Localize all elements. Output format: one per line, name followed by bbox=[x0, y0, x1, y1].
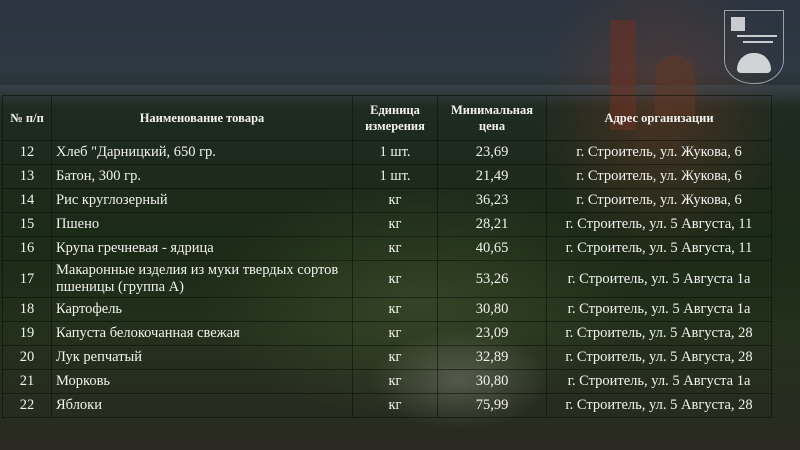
cell-unit: кг bbox=[352, 236, 438, 261]
table-row: 17 Макаронные изделия из муки твердых сор… bbox=[2, 260, 772, 298]
cell-price: 28,21 bbox=[437, 212, 547, 237]
table-row: 16 Крупа гречневая - ядрица кг 40,65 г. Стро… bbox=[2, 236, 772, 261]
cell-name: Рис круглозерный bbox=[51, 188, 353, 213]
cell-num: 22 bbox=[2, 393, 52, 418]
cell-num: 12 bbox=[2, 140, 52, 165]
cell-address: г. Строитель, ул. 5 Августа 1а bbox=[546, 297, 772, 322]
cell-address: г. Строитель, ул. Жукова, 6 bbox=[546, 140, 772, 165]
cell-name: Лук репчатый bbox=[51, 345, 353, 370]
cell-num: 15 bbox=[2, 212, 52, 237]
cell-name: Капуста белокочанная свежая bbox=[51, 321, 353, 346]
cell-unit: кг bbox=[352, 297, 438, 322]
price-table: № п/п Наименование товара Единица измере… bbox=[2, 95, 772, 418]
cell-unit: кг bbox=[352, 393, 438, 418]
cell-address: г. Строитель, ул. 5 Августа, 11 bbox=[546, 212, 772, 237]
cell-price: 32,89 bbox=[437, 345, 547, 370]
cell-unit: кг bbox=[352, 212, 438, 237]
cell-price: 23,09 bbox=[437, 321, 547, 346]
cell-num: 20 bbox=[2, 345, 52, 370]
cell-num: 14 bbox=[2, 188, 52, 213]
cell-price: 21,49 bbox=[437, 164, 547, 189]
header-name: Наименование товара bbox=[51, 95, 353, 141]
table-row: 12 Хлеб "Дарницкий, 650 гр. 1 шт. 23,69 г. С… bbox=[2, 140, 772, 165]
cell-price: 40,65 bbox=[437, 236, 547, 261]
cell-unit: 1 шт. bbox=[352, 164, 438, 189]
table-row: 20 Лук репчатый кг 32,89 г. Строитель, ул. 5… bbox=[2, 345, 772, 370]
cell-num: 19 bbox=[2, 321, 52, 346]
cell-name: Макаронные изделия из муки твердых сорто… bbox=[51, 260, 353, 298]
logo-sword-icon bbox=[743, 41, 773, 43]
cell-address: г. Строитель, ул. 5 Августа, 28 bbox=[546, 345, 772, 370]
cell-name: Морковь bbox=[51, 369, 353, 394]
cell-price: 75,99 bbox=[437, 393, 547, 418]
cell-address: г. Строитель, ул. 5 Августа, 28 bbox=[546, 393, 772, 418]
cell-unit: 1 шт. bbox=[352, 140, 438, 165]
cell-name: Крупа гречневая - ядрица bbox=[51, 236, 353, 261]
table-row: 15 Пшено кг 28,21 г. Строитель, ул. 5 Август… bbox=[2, 212, 772, 237]
header-unit: Единица измерения bbox=[352, 95, 438, 141]
cell-address: г. Строитель, ул. 5 Августа, 28 bbox=[546, 321, 772, 346]
cell-address: г. Строитель, ул. 5 Августа 1а bbox=[546, 369, 772, 394]
logo-sword-icon bbox=[737, 35, 777, 37]
cell-unit: кг bbox=[352, 321, 438, 346]
cell-num: 21 bbox=[2, 369, 52, 394]
cell-price: 30,80 bbox=[437, 369, 547, 394]
cell-num: 17 bbox=[2, 260, 52, 298]
cell-unit: кг bbox=[352, 188, 438, 213]
header-price: Минимальная цена bbox=[437, 95, 547, 141]
table-row: 13 Батон, 300 гр. 1 шт. 21,49 г. Строитель, … bbox=[2, 164, 772, 189]
cell-name: Батон, 300 гр. bbox=[51, 164, 353, 189]
cell-price: 36,23 bbox=[437, 188, 547, 213]
cell-unit: кг bbox=[352, 260, 438, 298]
cell-price: 53,26 bbox=[437, 260, 547, 298]
cell-num: 16 bbox=[2, 236, 52, 261]
cell-price: 23,69 bbox=[437, 140, 547, 165]
cell-name: Хлеб "Дарницкий, 650 гр. bbox=[51, 140, 353, 165]
logo-mound-icon bbox=[737, 53, 771, 73]
table-row: 21 Морковь кг 30,80 г. Строитель, ул. 5 Авгу… bbox=[2, 369, 772, 394]
cell-num: 18 bbox=[2, 297, 52, 322]
table-row: 22 Яблоки кг 75,99 г. Строитель, ул. 5 Авгус… bbox=[2, 393, 772, 418]
cell-address: г. Строитель, ул. 5 Августа 1а bbox=[546, 260, 772, 298]
cell-price: 30,80 bbox=[437, 297, 547, 322]
cell-name: Пшено bbox=[51, 212, 353, 237]
cell-address: г. Строитель, ул. Жукова, 6 bbox=[546, 164, 772, 189]
cell-unit: кг bbox=[352, 369, 438, 394]
cell-name: Яблоки bbox=[51, 393, 353, 418]
table-row: 14 Рис круглозерный кг 36,23 г. Строитель, у… bbox=[2, 188, 772, 213]
header-address: Адрес организации bbox=[546, 95, 772, 141]
table-header-row: № п/п Наименование товара Единица измере… bbox=[2, 95, 772, 141]
coat-of-arms-logo bbox=[724, 10, 784, 84]
cell-name: Картофель bbox=[51, 297, 353, 322]
cell-address: г. Строитель, ул. Жукова, 6 bbox=[546, 188, 772, 213]
table-row: 18 Картофель кг 30,80 г. Строитель, ул. 5 Ав… bbox=[2, 297, 772, 322]
cell-num: 13 bbox=[2, 164, 52, 189]
cell-unit: кг bbox=[352, 345, 438, 370]
logo-shield-icon bbox=[731, 17, 745, 31]
table-row: 19 Капуста белокочанная свежая кг 23,09 г. С… bbox=[2, 321, 772, 346]
header-num: № п/п bbox=[2, 95, 52, 141]
cell-address: г. Строитель, ул. 5 Августа, 11 bbox=[546, 236, 772, 261]
